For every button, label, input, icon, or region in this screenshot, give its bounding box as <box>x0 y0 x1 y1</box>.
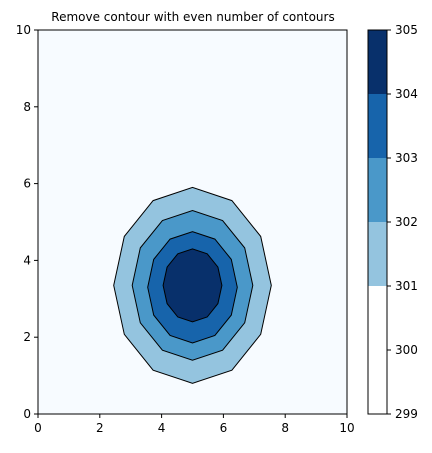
colorbar-tick-label: 302 <box>395 215 418 229</box>
y-tick-label: 4 <box>23 253 31 267</box>
axes: 0 2 4 6 8 10 0 2 4 6 8 10 <box>16 23 355 435</box>
colorbar: 299 300 301 302 303 304 305 <box>367 23 418 421</box>
colorbar-tick-label: 304 <box>395 87 418 101</box>
colorbar-band-304-305 <box>368 30 387 94</box>
x-tick-label: 4 <box>158 421 166 435</box>
x-tick-label: 0 <box>34 421 42 435</box>
x-tick-label: 6 <box>220 421 228 435</box>
x-tick-label: 2 <box>96 421 104 435</box>
contour-level-304 <box>162 248 223 323</box>
y-tick-label: 2 <box>23 330 31 344</box>
y-tick-label: 0 <box>23 407 31 421</box>
x-tick-label: 8 <box>281 421 289 435</box>
colorbar-tick-label: 299 <box>395 407 418 421</box>
plot-area <box>38 30 347 414</box>
colorbar-band-299-300 <box>368 350 387 414</box>
y-tick-label: 6 <box>23 177 31 191</box>
chart-title: Remove contour with even number of conto… <box>51 10 334 24</box>
axes-frame <box>37 29 348 415</box>
y-tick-label: 10 <box>16 23 31 37</box>
colorbar-tick-label: 301 <box>395 279 418 293</box>
colorbar-tick-label: 305 <box>395 23 418 37</box>
colorbar-band-303-304 <box>368 94 387 158</box>
y-tick-label: 8 <box>23 100 31 114</box>
colorbar-band-300-301 <box>368 286 387 350</box>
colorbar-tick-label: 300 <box>395 343 418 357</box>
x-tick-label: 10 <box>339 421 354 435</box>
colorbar-band-301-302 <box>368 222 387 286</box>
colorbar-tick-label: 303 <box>395 151 418 165</box>
colorbar-band-302-303 <box>368 158 387 222</box>
